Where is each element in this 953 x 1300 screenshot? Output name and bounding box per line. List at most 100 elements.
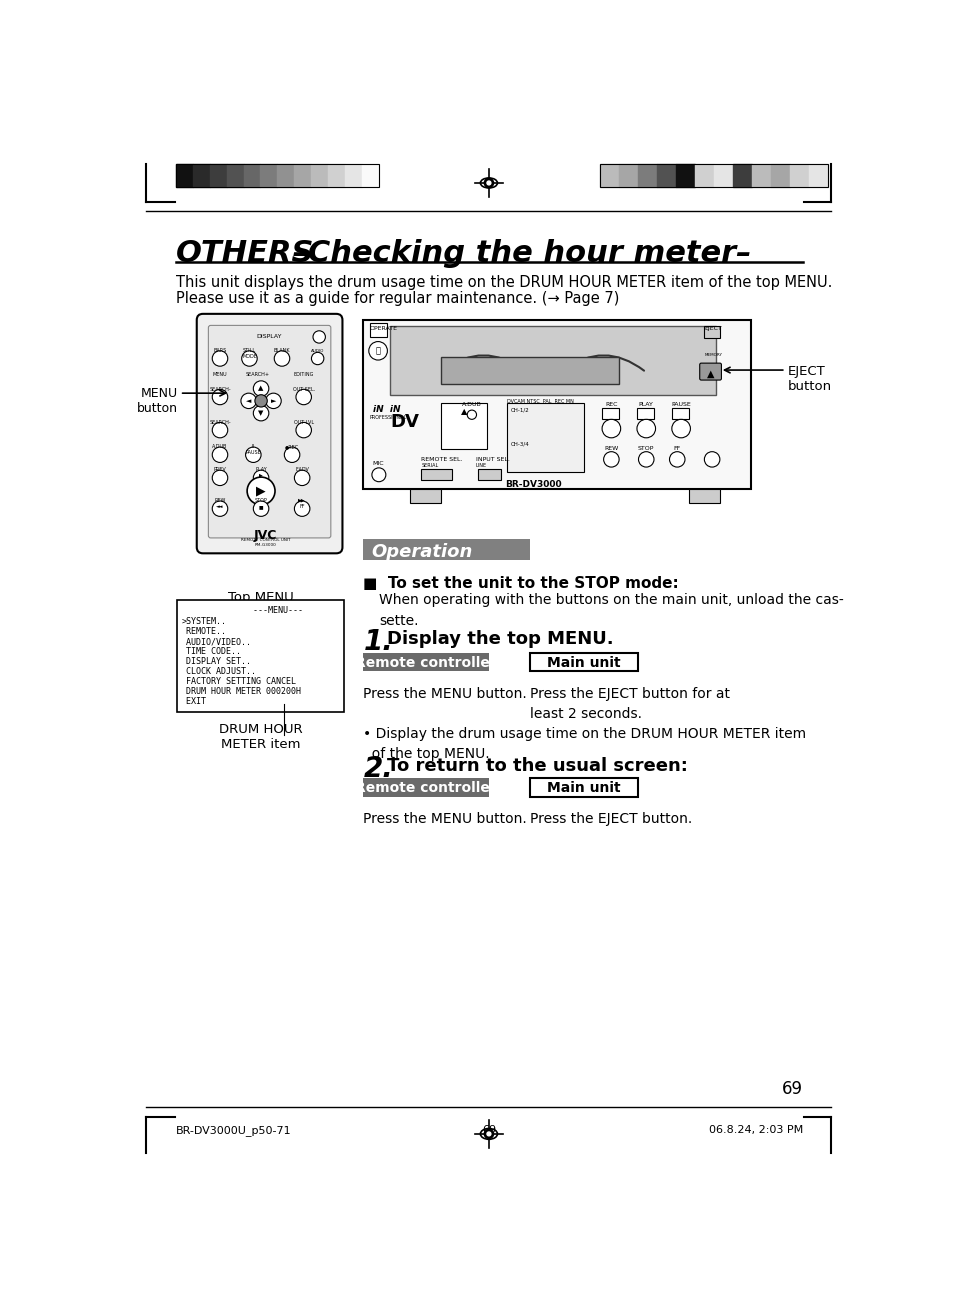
Text: DISPLAY: DISPLAY bbox=[256, 334, 282, 339]
Text: SEARCH-: SEARCH- bbox=[209, 420, 231, 425]
Circle shape bbox=[274, 351, 290, 367]
Text: REMOTE..: REMOTE.. bbox=[181, 627, 226, 636]
Bar bbox=[363, 653, 488, 671]
Bar bbox=[637, 408, 654, 419]
Bar bbox=[789, 164, 808, 187]
Circle shape bbox=[253, 471, 269, 486]
Text: REW
◄◄: REW ◄◄ bbox=[214, 498, 226, 508]
Text: REW: REW bbox=[603, 446, 618, 451]
FancyBboxPatch shape bbox=[699, 363, 720, 380]
Text: MENU
button: MENU button bbox=[137, 387, 178, 415]
Bar bbox=[601, 408, 618, 419]
Bar bbox=[175, 164, 193, 187]
Text: OUT SEL.: OUT SEL. bbox=[293, 387, 314, 393]
Text: REMOTE SEL.: REMOTE SEL. bbox=[421, 458, 462, 461]
Bar bbox=[369, 324, 386, 337]
Bar bbox=[671, 408, 688, 419]
Bar bbox=[440, 403, 487, 450]
Text: MIC: MIC bbox=[373, 462, 384, 465]
Bar bbox=[390, 326, 716, 395]
Text: BLANK: BLANK bbox=[274, 347, 290, 352]
Bar bbox=[243, 164, 260, 187]
Circle shape bbox=[603, 451, 618, 467]
Text: JVC: JVC bbox=[253, 529, 277, 542]
Text: This unit displays the drum usage time on the DRUM HOUR METER item of the top ME: This unit displays the drum usage time o… bbox=[175, 276, 831, 290]
Bar bbox=[294, 164, 311, 187]
Circle shape bbox=[484, 1130, 493, 1139]
Text: FF: FF bbox=[673, 446, 680, 451]
Circle shape bbox=[212, 422, 228, 438]
Text: F.ADV: F.ADV bbox=[294, 467, 309, 472]
Text: BR-DV3000: BR-DV3000 bbox=[505, 480, 561, 489]
Text: 69: 69 bbox=[481, 1124, 496, 1135]
Text: 2.: 2. bbox=[363, 755, 393, 783]
Bar bbox=[657, 164, 676, 187]
Text: DVCAM NTSC  PAL  REC MN: DVCAM NTSC PAL REC MN bbox=[506, 399, 573, 404]
FancyArrowPatch shape bbox=[442, 355, 523, 370]
Text: >SYSTEM..: >SYSTEM.. bbox=[181, 618, 226, 627]
Text: Remote controller: Remote controller bbox=[355, 781, 497, 796]
Circle shape bbox=[245, 447, 261, 463]
Circle shape bbox=[253, 406, 269, 421]
Text: DISPLAY SET..: DISPLAY SET.. bbox=[181, 658, 251, 667]
Text: • Display the drum usage time on the DRUM HOUR METER item
  of the top MENU.: • Display the drum usage time on the DRU… bbox=[363, 727, 805, 762]
Text: Main unit: Main unit bbox=[547, 655, 620, 670]
Text: RM-G3000: RM-G3000 bbox=[254, 542, 276, 546]
Circle shape bbox=[372, 468, 385, 482]
Circle shape bbox=[247, 477, 274, 504]
Circle shape bbox=[253, 381, 269, 396]
Text: OPERATE: OPERATE bbox=[369, 326, 397, 332]
Text: CLOCK ADJUST..: CLOCK ADJUST.. bbox=[181, 667, 256, 676]
Bar bbox=[328, 164, 345, 187]
Text: 1.: 1. bbox=[363, 628, 393, 656]
Bar bbox=[732, 164, 751, 187]
Text: Operation: Operation bbox=[371, 542, 472, 560]
Circle shape bbox=[212, 500, 228, 516]
Bar bbox=[530, 779, 638, 797]
Bar bbox=[713, 164, 732, 187]
Text: II
PAUSE: II PAUSE bbox=[245, 445, 261, 455]
Text: ◄: ◄ bbox=[246, 398, 251, 404]
Circle shape bbox=[212, 471, 228, 486]
Circle shape bbox=[486, 1132, 491, 1136]
FancyBboxPatch shape bbox=[208, 325, 331, 538]
Text: Top MENU: Top MENU bbox=[228, 592, 294, 604]
Circle shape bbox=[253, 500, 269, 516]
Text: STOP: STOP bbox=[638, 446, 654, 451]
Circle shape bbox=[703, 451, 720, 467]
Circle shape bbox=[294, 500, 310, 516]
Text: REMOTE CONTROL UNIT: REMOTE CONTROL UNIT bbox=[241, 538, 290, 542]
Text: STOP
■: STOP ■ bbox=[254, 498, 267, 508]
Text: A.DUB: A.DUB bbox=[461, 402, 481, 407]
Bar bbox=[345, 164, 361, 187]
Text: SEARCH+: SEARCH+ bbox=[245, 372, 269, 377]
Circle shape bbox=[601, 420, 620, 438]
Bar bbox=[599, 164, 827, 187]
Bar bbox=[506, 403, 583, 472]
Circle shape bbox=[254, 395, 267, 407]
Text: Main unit: Main unit bbox=[547, 781, 620, 796]
Circle shape bbox=[671, 420, 690, 438]
Text: ▼: ▼ bbox=[258, 411, 263, 416]
Circle shape bbox=[669, 451, 684, 467]
Text: FACTORY SETTING CANCEL: FACTORY SETTING CANCEL bbox=[181, 677, 296, 686]
Bar bbox=[210, 164, 227, 187]
Text: EJECT
button: EJECT button bbox=[787, 365, 831, 393]
Circle shape bbox=[484, 178, 493, 187]
Text: –Checking the hour meter–: –Checking the hour meter– bbox=[282, 239, 751, 268]
Text: BARS: BARS bbox=[213, 347, 227, 352]
Text: Press the EJECT button.: Press the EJECT button. bbox=[530, 812, 692, 826]
Circle shape bbox=[241, 351, 257, 367]
Text: DRUM HOUR
METER item: DRUM HOUR METER item bbox=[218, 724, 302, 751]
Bar bbox=[410, 489, 440, 503]
Circle shape bbox=[313, 330, 325, 343]
Text: PLAY: PLAY bbox=[639, 402, 653, 407]
Text: TIME CODE..: TIME CODE.. bbox=[181, 647, 241, 656]
Text: ▲: ▲ bbox=[460, 407, 467, 416]
Circle shape bbox=[266, 393, 281, 408]
Text: AUDIO/VIDEO..: AUDIO/VIDEO.. bbox=[181, 637, 251, 646]
Circle shape bbox=[295, 422, 311, 438]
Bar bbox=[363, 538, 530, 560]
Bar bbox=[440, 358, 618, 384]
Bar bbox=[177, 601, 344, 712]
